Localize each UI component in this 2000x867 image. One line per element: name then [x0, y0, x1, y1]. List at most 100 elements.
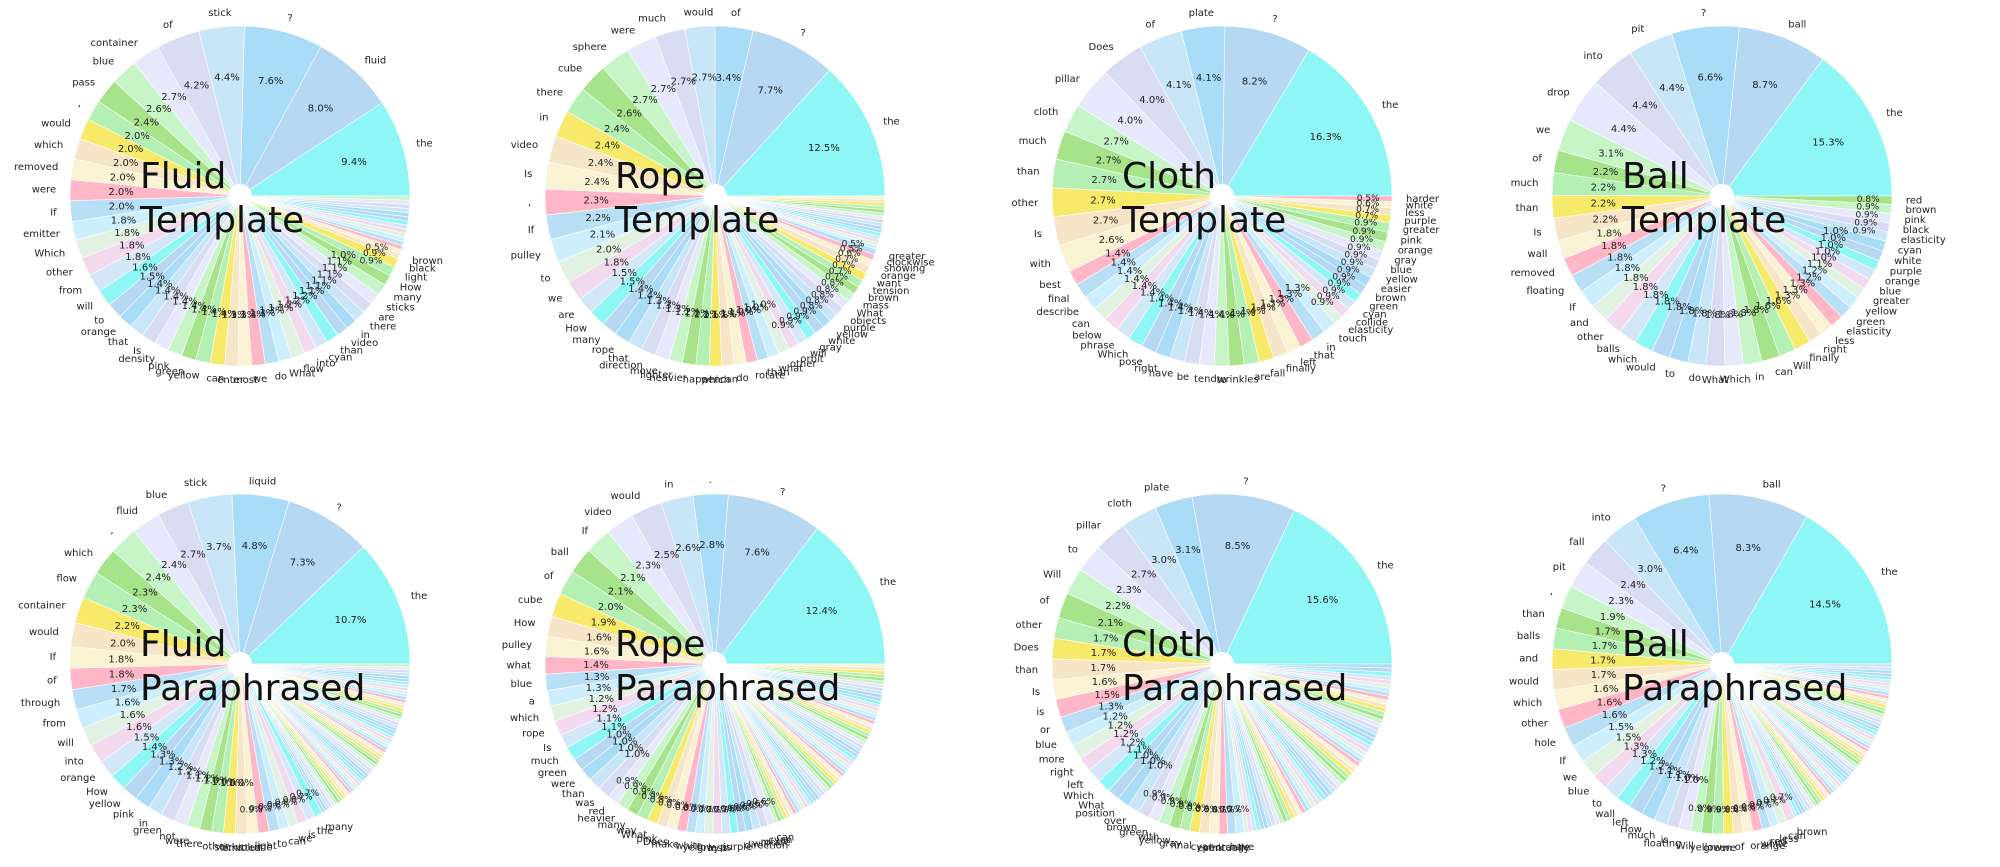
slice-label: sticks — [386, 303, 414, 314]
slice-percent: 1.8% — [1615, 263, 1640, 274]
slice-label: there — [537, 87, 563, 98]
slice-percent: 1.3% — [665, 304, 690, 315]
slice-percent: 0.9% — [786, 312, 809, 322]
slice-label: If — [50, 208, 57, 219]
slice-percent: 2.4% — [1620, 580, 1645, 591]
slice-label: orange — [1215, 843, 1250, 854]
slice-label: green — [1856, 317, 1885, 328]
slice-label: white — [1894, 256, 1921, 267]
panel-title-line1: Fluid — [140, 624, 226, 665]
slice-label: ? — [1701, 8, 1706, 19]
slice-label: cyan — [769, 835, 793, 846]
slice-percent: 1.7% — [1093, 634, 1118, 645]
slice-label: mass — [863, 301, 889, 312]
slice-percent: 0.8% — [1178, 802, 1201, 812]
slice-label: were — [32, 185, 56, 196]
pie-panel-5: 10.7% the 7.3%? 4.8% liquid 3.7% stick 2.7% blue… — [18, 476, 427, 854]
slice-percent: 14.5% — [1809, 599, 1841, 610]
pie-wedges — [69, 493, 411, 835]
pie-slice — [714, 527, 886, 665]
slice-percent: 2.0% — [110, 638, 135, 649]
slice-percent: 1.2% — [285, 295, 310, 306]
slice-label: less — [1779, 834, 1798, 845]
slice-percent: 1.2% — [1796, 272, 1821, 283]
slice-percent: 0.9% — [1856, 203, 1879, 213]
slice-percent: 1.2% — [1120, 737, 1145, 748]
slice-label: is — [1036, 707, 1044, 718]
slice-percent: 1.4% — [1158, 298, 1183, 309]
slice-label: greater — [889, 252, 927, 263]
slice-percent: 0.7% — [296, 789, 319, 799]
slice-percent: 0.5% — [842, 240, 865, 250]
slice-percent: 1.8% — [108, 654, 133, 665]
slice-percent: 1.8% — [1601, 241, 1626, 252]
panel-title-line2: Paraphrased — [1122, 668, 1347, 709]
slice-label: which — [34, 140, 63, 151]
slice-percent: 0.9% — [1317, 292, 1340, 302]
slice-label: was — [575, 798, 595, 809]
slice-percent: 0.9% — [240, 805, 263, 815]
slice-percent: 0.8% — [267, 801, 290, 811]
slice-label: cyan — [329, 352, 353, 363]
pie-slice — [1221, 509, 1393, 665]
slice-percent: 1.0% — [1818, 240, 1843, 251]
slice-percent: 3.0% — [1637, 564, 1662, 575]
pie-slice — [239, 195, 411, 201]
slice-label: video — [584, 507, 611, 518]
slice-label: the — [1886, 108, 1902, 119]
pie-slice — [239, 546, 411, 665]
slice-percent: 0.9% — [1161, 797, 1184, 807]
slice-percent: 2.3% — [132, 587, 157, 598]
slice-label: into — [1584, 51, 1603, 62]
slice-percent: 8.3% — [1735, 543, 1760, 554]
slice-percent: 1.6% — [1593, 684, 1618, 695]
slice-label: yellow — [168, 371, 200, 382]
slice-label: How — [565, 323, 587, 334]
slice-label: eventually — [1197, 843, 1250, 854]
slice-label: way — [616, 826, 636, 837]
slice-label: Will — [1793, 361, 1811, 372]
slice-label: What — [289, 368, 315, 379]
slice-label: yellow — [1865, 307, 1897, 318]
slice-percent: 12.5% — [808, 143, 840, 154]
slice-label: How — [514, 618, 536, 629]
slice-label: . — [709, 475, 712, 486]
slice-label: fluid — [116, 506, 138, 517]
slice-label: can — [776, 833, 794, 844]
slice-percent: 0.9% — [1347, 243, 1370, 253]
slice-percent: 0.9% — [1170, 800, 1193, 810]
slice-label: black — [409, 263, 436, 274]
slice-percent: 1.6% — [1755, 301, 1780, 312]
panel-title-line2: Paraphrased — [615, 668, 840, 709]
slice-percent: 1.1% — [305, 281, 330, 292]
pie-panel-8: 14.5% the 8.3% ball 6.4%? 3.0% into 2.4% fall 2.3… — [1509, 480, 1898, 854]
slice-percent: 8.2% — [1242, 77, 1267, 88]
pie-center-hole — [703, 652, 727, 676]
slice-percent: 0.9% — [249, 804, 272, 814]
slice-label: balls — [1517, 631, 1540, 642]
slice-percent: 1.2% — [1102, 712, 1127, 723]
slice-label: plate — [1189, 8, 1214, 19]
slice-percent: 1.7% — [1592, 641, 1617, 652]
slice-label: do — [736, 373, 748, 384]
slice-percent: 2.4% — [584, 177, 609, 188]
pie-center-hole — [1210, 184, 1234, 208]
slice-percent: 1.0% — [618, 743, 643, 754]
slice-label: yellow — [1690, 842, 1722, 853]
slice-percent: 0.7% — [1770, 793, 1793, 803]
pie-panel-3: 16.3% the 8.2%? 4.1% plate 4.1% of 4.0% Does 4.0%… — [1011, 8, 1440, 386]
slice-label: and — [1570, 318, 1589, 329]
slice-percent: 10.7% — [335, 615, 367, 626]
slice-percent: 1.1% — [720, 309, 745, 320]
slice-percent: 0.9% — [616, 777, 639, 787]
slice-percent: 1.5% — [1616, 732, 1641, 743]
slice-percent: 2.1% — [1098, 618, 1123, 629]
slice-percent: 1.2% — [292, 291, 317, 302]
slice-percent: 0.8% — [806, 296, 829, 306]
slice-label: of — [1735, 842, 1745, 853]
slice-label: much — [1511, 178, 1539, 189]
slice-percent: 1.3% — [1782, 285, 1807, 296]
slice-label: pink — [1401, 236, 1422, 247]
slice-label: most — [233, 375, 258, 386]
panel-title-line1: Cloth — [1122, 156, 1216, 197]
